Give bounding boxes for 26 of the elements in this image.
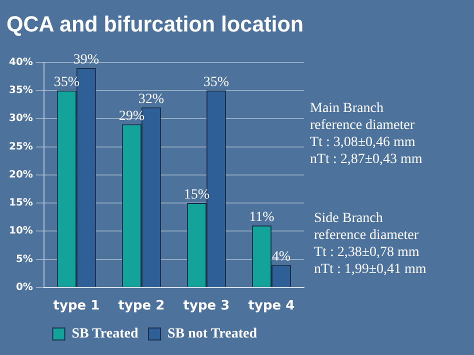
chart-title: QCA and bifurcation location bbox=[6, 11, 304, 36]
y-tick-label: 20% bbox=[9, 169, 33, 180]
x-tick-label: type 1 bbox=[53, 298, 100, 314]
legend-label: SB Treated bbox=[72, 326, 138, 342]
y-tick-label: 35% bbox=[9, 85, 33, 96]
data-label: 35% bbox=[203, 75, 230, 90]
y-tick-label: 25% bbox=[9, 141, 33, 152]
data-label: 39% bbox=[73, 52, 100, 68]
y-tick-label: 5% bbox=[16, 254, 33, 265]
x-tick-label: type 2 bbox=[118, 298, 165, 314]
legend-label: SB not Treated bbox=[168, 326, 258, 342]
text: Main Branch reference diameter Tt : 3,08±0,46 mm nTt : 2,87±0,43 mm bbox=[310, 100, 422, 168]
data-label: 35% bbox=[54, 75, 80, 90]
text: Side Branch reference diameter Tt : 2,38±0,78 mm nTt : 1,99±0,41 mm bbox=[314, 210, 426, 278]
y-tick-label: 15% bbox=[9, 198, 33, 209]
data-label: 32% bbox=[138, 92, 164, 108]
y-tick-label: 0% bbox=[16, 282, 33, 293]
y-tick-label: 30% bbox=[9, 113, 33, 124]
data-label: 11% bbox=[249, 210, 275, 226]
x-tick-label: type 4 bbox=[248, 298, 295, 314]
data-label: 29% bbox=[118, 108, 145, 124]
x-tick-label: type 3 bbox=[183, 298, 230, 314]
y-tick-label: 40% bbox=[9, 56, 33, 68]
y-tick-label: 10% bbox=[9, 226, 33, 237]
data-label: 15% bbox=[184, 188, 210, 203]
data-label: 4% bbox=[272, 250, 291, 265]
